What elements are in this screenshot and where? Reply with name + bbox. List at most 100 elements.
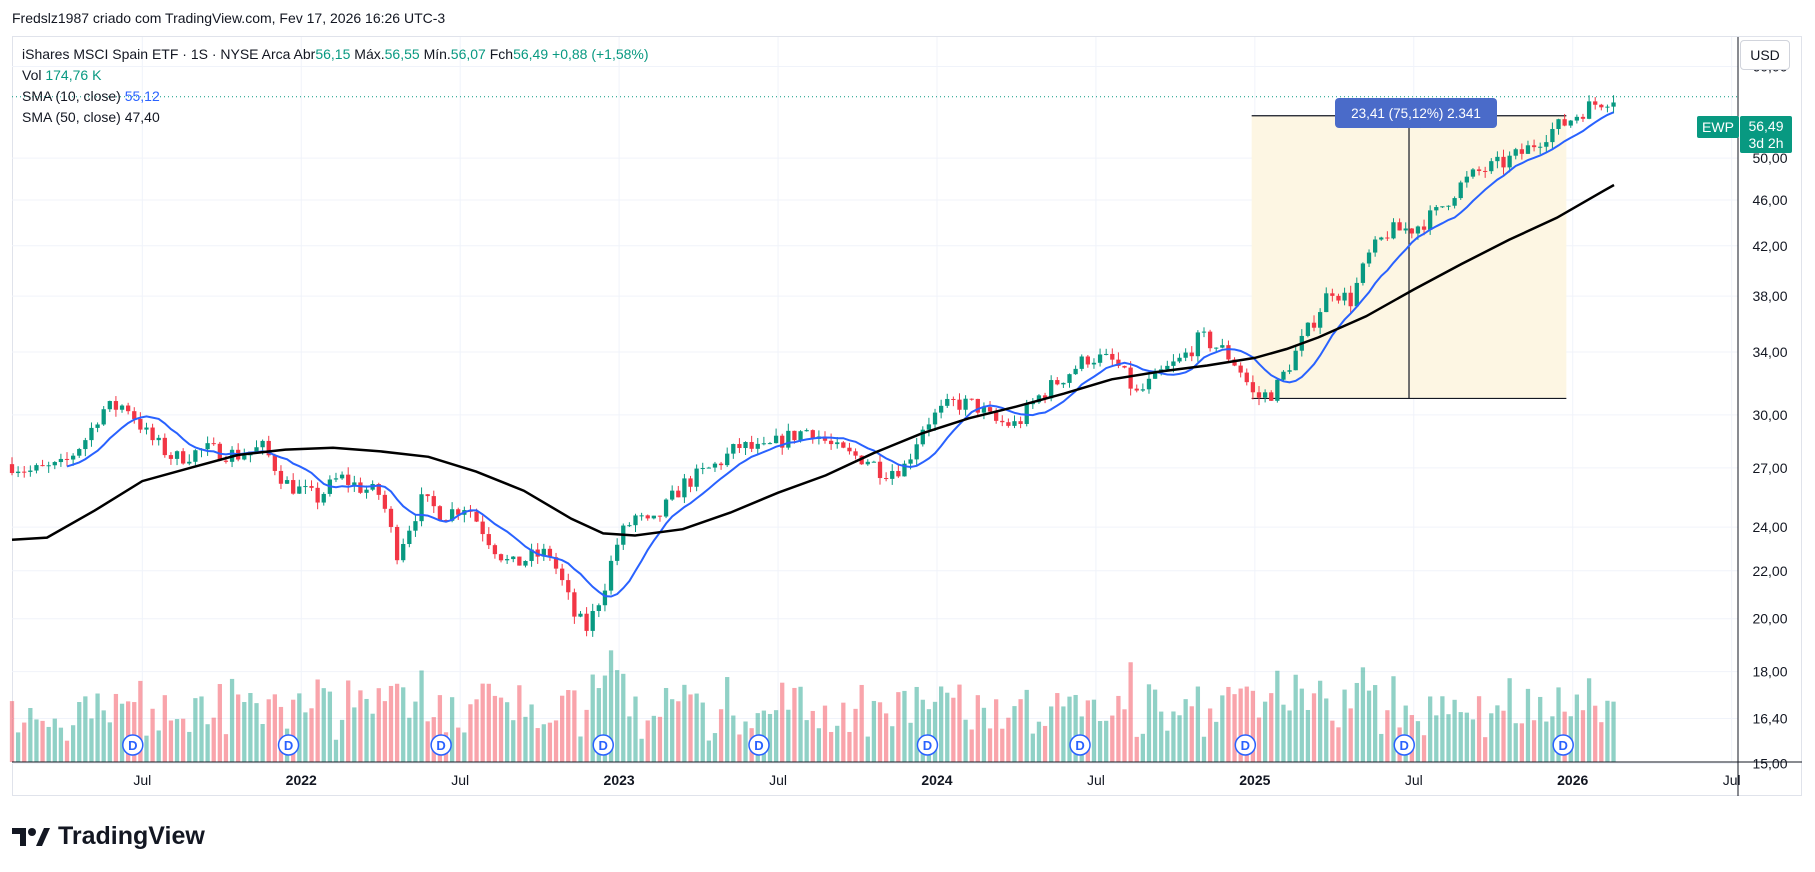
volume-bar bbox=[1354, 682, 1359, 762]
tradingview-logo-icon bbox=[12, 827, 50, 846]
candle-body bbox=[871, 461, 877, 463]
candle-body bbox=[1580, 116, 1586, 119]
candle-body bbox=[1360, 263, 1366, 283]
dividend-marker[interactable]: D bbox=[916, 734, 939, 756]
symbol-title[interactable]: iShares MSCI Spain ETF · 1S · NYSE Arca bbox=[22, 46, 291, 62]
candle-body bbox=[1220, 345, 1225, 348]
sma10-value: 55,12 bbox=[124, 88, 160, 104]
legend-volume-row[interactable]: Vol 174,76 K bbox=[22, 65, 649, 86]
bar-countdown: 3d 2h bbox=[1748, 135, 1784, 151]
volume-bar bbox=[211, 717, 216, 762]
volume-bar bbox=[633, 696, 638, 762]
candle-body bbox=[1256, 392, 1262, 398]
dividend-marker-label: D bbox=[1558, 738, 1567, 753]
volume-bar bbox=[1152, 689, 1158, 762]
volume-bar bbox=[902, 690, 907, 762]
volume-bar bbox=[370, 713, 375, 762]
high-label: Máx. bbox=[354, 46, 385, 62]
volume-bar bbox=[1067, 696, 1072, 762]
chart-credit: Fredslz1987 criado com TradingView.com, … bbox=[12, 10, 446, 26]
candle-body bbox=[1049, 380, 1054, 399]
volume-bar bbox=[321, 688, 326, 762]
dividend-marker[interactable]: D bbox=[748, 734, 770, 756]
volume-bar bbox=[1483, 737, 1488, 762]
candle-body bbox=[419, 494, 424, 522]
legend-sma10-row[interactable]: SMA (10, close) 55,12 bbox=[22, 86, 649, 107]
sma10-line bbox=[66, 111, 1614, 598]
candle-body bbox=[303, 486, 308, 488]
candle-body bbox=[205, 443, 210, 450]
candle-body bbox=[755, 443, 760, 449]
volume-bar bbox=[1085, 700, 1090, 762]
volume-bar bbox=[706, 740, 711, 762]
candle-body bbox=[572, 592, 577, 617]
volume-bar bbox=[1269, 693, 1274, 762]
dividend-marker-circle bbox=[122, 734, 144, 756]
volume-bar bbox=[883, 713, 889, 762]
volume-bar bbox=[615, 670, 620, 762]
volume-bars bbox=[9, 650, 1616, 762]
volume-bar bbox=[272, 694, 277, 762]
dividend-marker-circle bbox=[1393, 734, 1415, 756]
sma-lines bbox=[11, 111, 1615, 598]
volume-bar bbox=[1140, 733, 1146, 762]
candle-body bbox=[798, 431, 803, 441]
candle-body bbox=[1244, 372, 1249, 383]
volume-bar bbox=[138, 680, 143, 762]
volume-bar bbox=[896, 692, 901, 762]
candle-body bbox=[9, 464, 15, 474]
volume-bar bbox=[1262, 701, 1268, 762]
candle-body bbox=[64, 458, 70, 460]
volume-bar bbox=[523, 716, 528, 762]
candle-body bbox=[1269, 392, 1274, 401]
volume-bar bbox=[242, 702, 247, 762]
volume-bar bbox=[639, 738, 644, 762]
candle-body bbox=[1232, 359, 1237, 366]
volume-bar bbox=[841, 702, 846, 762]
y-tick-label: 18,00 bbox=[1752, 664, 1787, 680]
candle-body bbox=[413, 521, 418, 531]
tradingview-brand[interactable]: TradingView bbox=[12, 822, 205, 851]
volume-bar bbox=[621, 673, 626, 762]
volume-bar bbox=[181, 718, 186, 762]
volume-bar bbox=[1012, 706, 1017, 762]
dividend-marker[interactable]: D bbox=[277, 734, 300, 756]
volume-bar bbox=[731, 715, 736, 762]
candle-body bbox=[1079, 356, 1084, 369]
candle-body bbox=[174, 451, 180, 459]
legend-sma50-row[interactable]: SMA (50, close) 47,40 bbox=[22, 107, 649, 128]
volume-bar bbox=[1104, 720, 1109, 762]
dividend-marker[interactable]: D bbox=[1069, 734, 1091, 756]
candle-body bbox=[1452, 198, 1457, 206]
candle-body bbox=[1293, 350, 1298, 371]
candle-body bbox=[1281, 371, 1286, 380]
candle-body bbox=[1342, 292, 1347, 301]
currency-button[interactable]: USD bbox=[1740, 40, 1790, 70]
dividend-marker[interactable]: D bbox=[1393, 734, 1415, 756]
volume-bar bbox=[449, 697, 455, 762]
dividend-marker-circle bbox=[1234, 734, 1257, 756]
candle-body bbox=[1152, 370, 1158, 379]
dividend-marker[interactable]: D bbox=[122, 734, 144, 756]
dividend-marker[interactable]: D bbox=[1552, 734, 1574, 756]
candle-body bbox=[718, 463, 724, 466]
volume-bar bbox=[780, 682, 785, 762]
volume-bar bbox=[168, 720, 174, 762]
volume-bar bbox=[352, 707, 357, 762]
dividend-marker[interactable]: D bbox=[1234, 734, 1257, 756]
candle-body bbox=[242, 455, 247, 460]
volume-bar bbox=[584, 709, 589, 762]
candle-body bbox=[706, 467, 711, 469]
volume-bar bbox=[908, 722, 913, 762]
volume-bar bbox=[144, 735, 149, 762]
dividend-marker[interactable]: D bbox=[592, 734, 614, 756]
x-tick-label: 2023 bbox=[604, 772, 635, 788]
volume-bar bbox=[871, 700, 877, 762]
volume-bar bbox=[1415, 721, 1421, 762]
dividend-marker[interactable]: D bbox=[430, 734, 452, 756]
x-tick-label: Jul bbox=[769, 772, 787, 788]
candle-body bbox=[547, 548, 553, 558]
volume-bar bbox=[1580, 710, 1586, 762]
candle-body bbox=[168, 455, 174, 459]
